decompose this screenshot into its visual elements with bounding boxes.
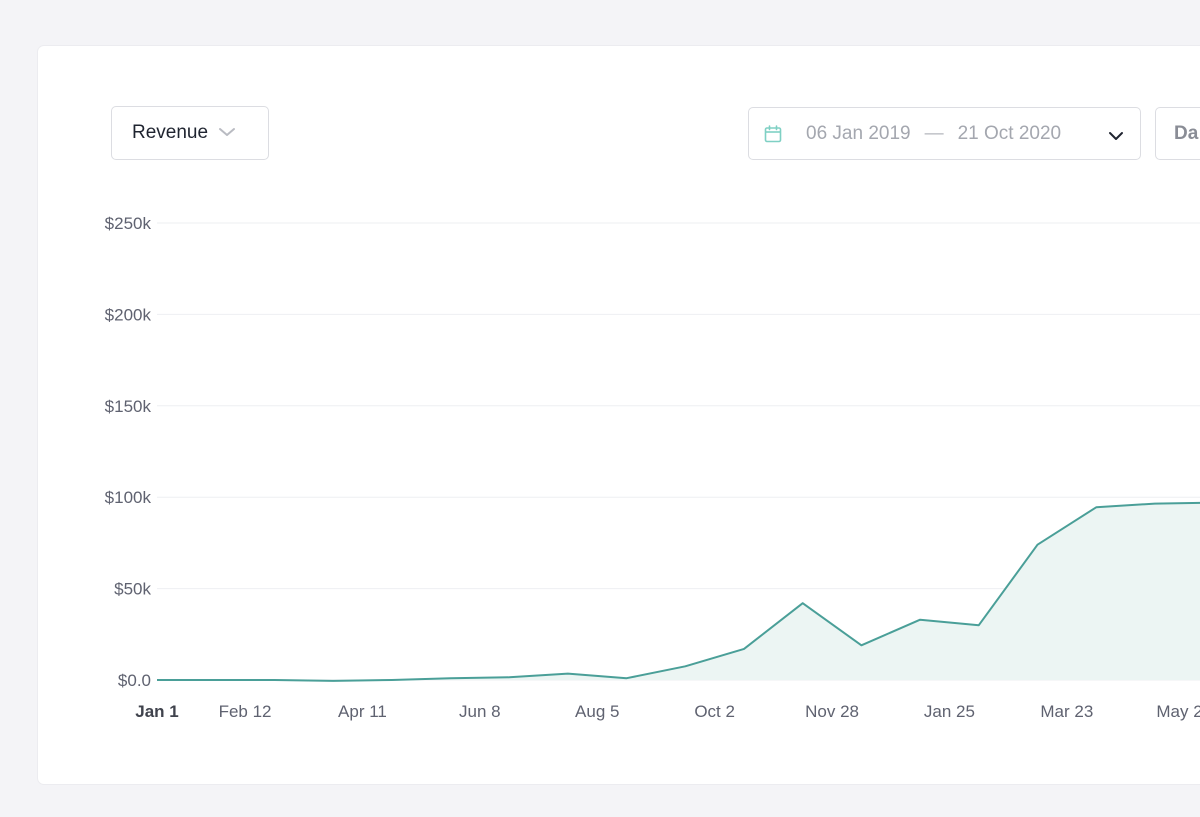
y-tick-label: $250k bbox=[105, 214, 152, 233]
granularity-select[interactable]: Da bbox=[1155, 107, 1200, 160]
y-tick-label: $100k bbox=[105, 488, 152, 507]
y-tick-label: $50k bbox=[114, 580, 151, 599]
chevron-down-icon bbox=[1108, 126, 1124, 148]
date-end: 21 Oct 2020 bbox=[957, 122, 1062, 144]
calendar-icon bbox=[764, 124, 782, 142]
series-area bbox=[157, 502, 1200, 681]
x-tick-label: Nov 28 bbox=[805, 702, 859, 721]
y-axis: $0.0 $50k $100k $150k $200k $250k bbox=[105, 214, 152, 690]
metric-select-label: Revenue bbox=[132, 122, 209, 143]
x-tick-label: Jan 1 bbox=[135, 702, 178, 721]
granularity-label: Da bbox=[1174, 122, 1199, 144]
chevron-down-icon bbox=[218, 122, 236, 144]
x-tick-label: Aug 5 bbox=[575, 702, 619, 721]
x-tick-label: Feb 12 bbox=[219, 702, 272, 721]
y-tick-label: $150k bbox=[105, 397, 152, 416]
series-line bbox=[156, 501, 1200, 682]
x-tick-label: Oct 2 bbox=[694, 702, 735, 721]
y-tick-label: $200k bbox=[105, 305, 152, 324]
series-polyline bbox=[157, 501, 1200, 682]
metric-select[interactable]: Revenue bbox=[111, 106, 269, 160]
x-tick-label: Mar 23 bbox=[1040, 702, 1093, 721]
x-tick-label: May 20 bbox=[1156, 702, 1200, 721]
area-fill bbox=[157, 502, 1200, 681]
x-tick-label: Apr 11 bbox=[338, 702, 387, 721]
date-start: 06 Jan 2019 bbox=[806, 122, 911, 144]
y-tick-label: $0.0 bbox=[118, 671, 151, 690]
x-tick-label: Jun 8 bbox=[459, 702, 501, 721]
x-axis: Jan 1 Feb 12 Apr 11 Jun 8 Aug 5 Oct 2 Nov 28 Ja… bbox=[135, 702, 1200, 721]
date-range-picker[interactable]: 06 Jan 2019 — 21 Oct 2020 bbox=[748, 107, 1141, 160]
date-separator: — bbox=[924, 122, 944, 144]
x-tick-label: Jan 25 bbox=[924, 702, 975, 721]
